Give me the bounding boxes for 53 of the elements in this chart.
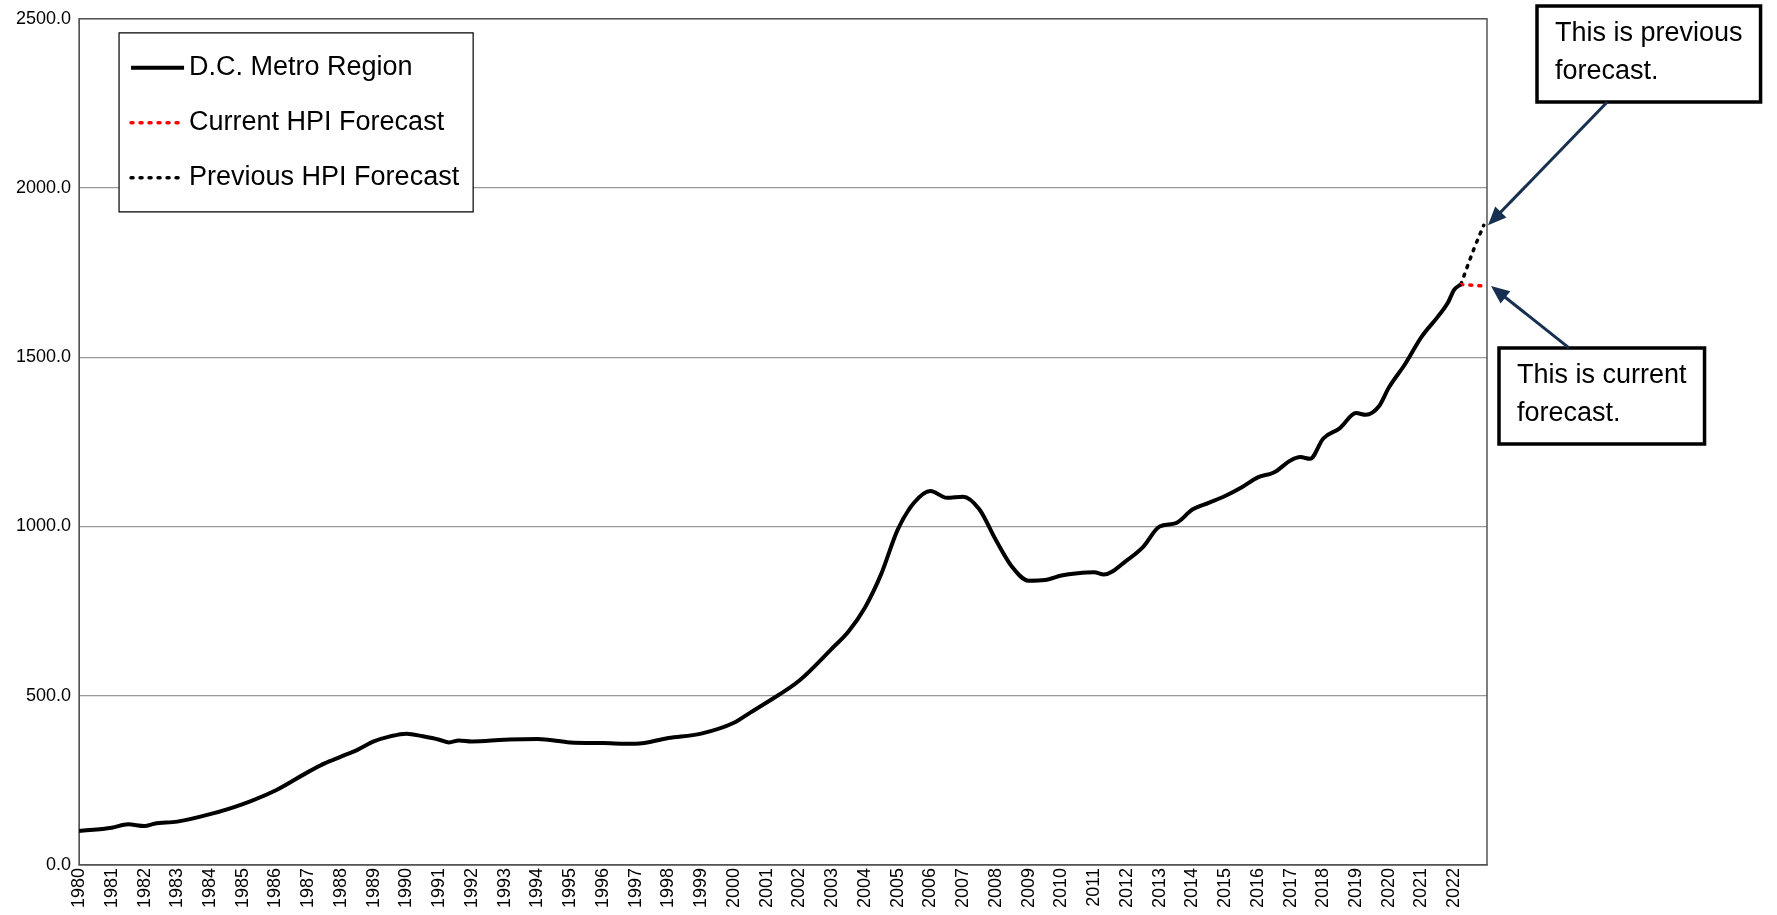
y-tick-label: 2000.0 [15,177,72,197]
x-tick-label: 1997 [624,867,645,908]
text: This is previous forecast. [1555,16,1743,85]
x-tick-label: 1987 [297,867,318,908]
x-tick-label: 2012 [1115,867,1136,908]
x-tick-label: 2018 [1312,867,1333,908]
x-tick-label: 2015 [1214,867,1235,908]
x-tick-label: 1984 [199,867,219,908]
x-tick-label: 2022 [1443,867,1464,908]
x-tick-label: 1985 [231,867,252,908]
x-tick-label: 2010 [1050,867,1071,908]
x-tick-label: 2009 [1017,867,1038,908]
x-tick-label: 2004 [853,867,874,908]
text: This is current forecast. [1517,358,1688,427]
x-tick-label: 1992 [460,867,481,908]
x-tick-label: 2019 [1345,867,1365,908]
x-tick-label: 2017 [1279,867,1300,908]
x-tick-label: 1982 [133,867,154,908]
legend-label: D.C. Metro Region [189,51,413,82]
legend-label: Previous HPI Forecast [189,161,460,192]
y-tick-label: 500.0 [26,684,72,705]
x-tick-label: 1986 [264,867,285,908]
x-tick-label: 1991 [428,867,449,908]
x-tick-label: 2002 [788,867,809,908]
x-tick-label: 2013 [1148,867,1169,908]
y-tick-label: 1500.0 [15,346,72,367]
legend-label: Current HPI Forecast [189,106,445,137]
x-tick-label: 1995 [559,867,580,908]
x-tick-label: 1989 [362,867,383,908]
y-tick-label: 0.0 [46,853,72,874]
x-tick-label: 1996 [591,867,612,908]
x-tick-label: 1983 [166,867,187,908]
x-tick-label: 1981 [100,867,121,908]
x-tick-label: 1993 [493,867,514,908]
x-tick-label: 2014 [1181,867,1202,908]
x-tick-label: 1998 [657,867,678,908]
x-tick-label: 2021 [1410,867,1431,908]
x-tick-label: 2006 [919,867,940,908]
x-tick-label: 1988 [329,867,350,908]
x-tick-label: 1994 [526,867,547,908]
x-tick-label: 1990 [395,867,416,908]
x-tick-label: 2020 [1377,867,1398,908]
x-tick-label: 1999 [690,867,711,908]
y-tick-label: 1000.0 [15,515,72,536]
x-tick-label: 2007 [952,867,973,908]
x-tick-label: 2011 [1083,867,1104,907]
x-tick-label: 2001 [755,867,776,908]
x-tick-label: 2005 [886,867,907,908]
x-tick-label: 2003 [821,867,842,908]
y-tick-label: 2500.0 [15,7,72,28]
x-tick-label: 2016 [1246,867,1267,908]
x-tick-label: 2008 [984,867,1005,908]
x-tick-label: 2000 [722,867,743,908]
